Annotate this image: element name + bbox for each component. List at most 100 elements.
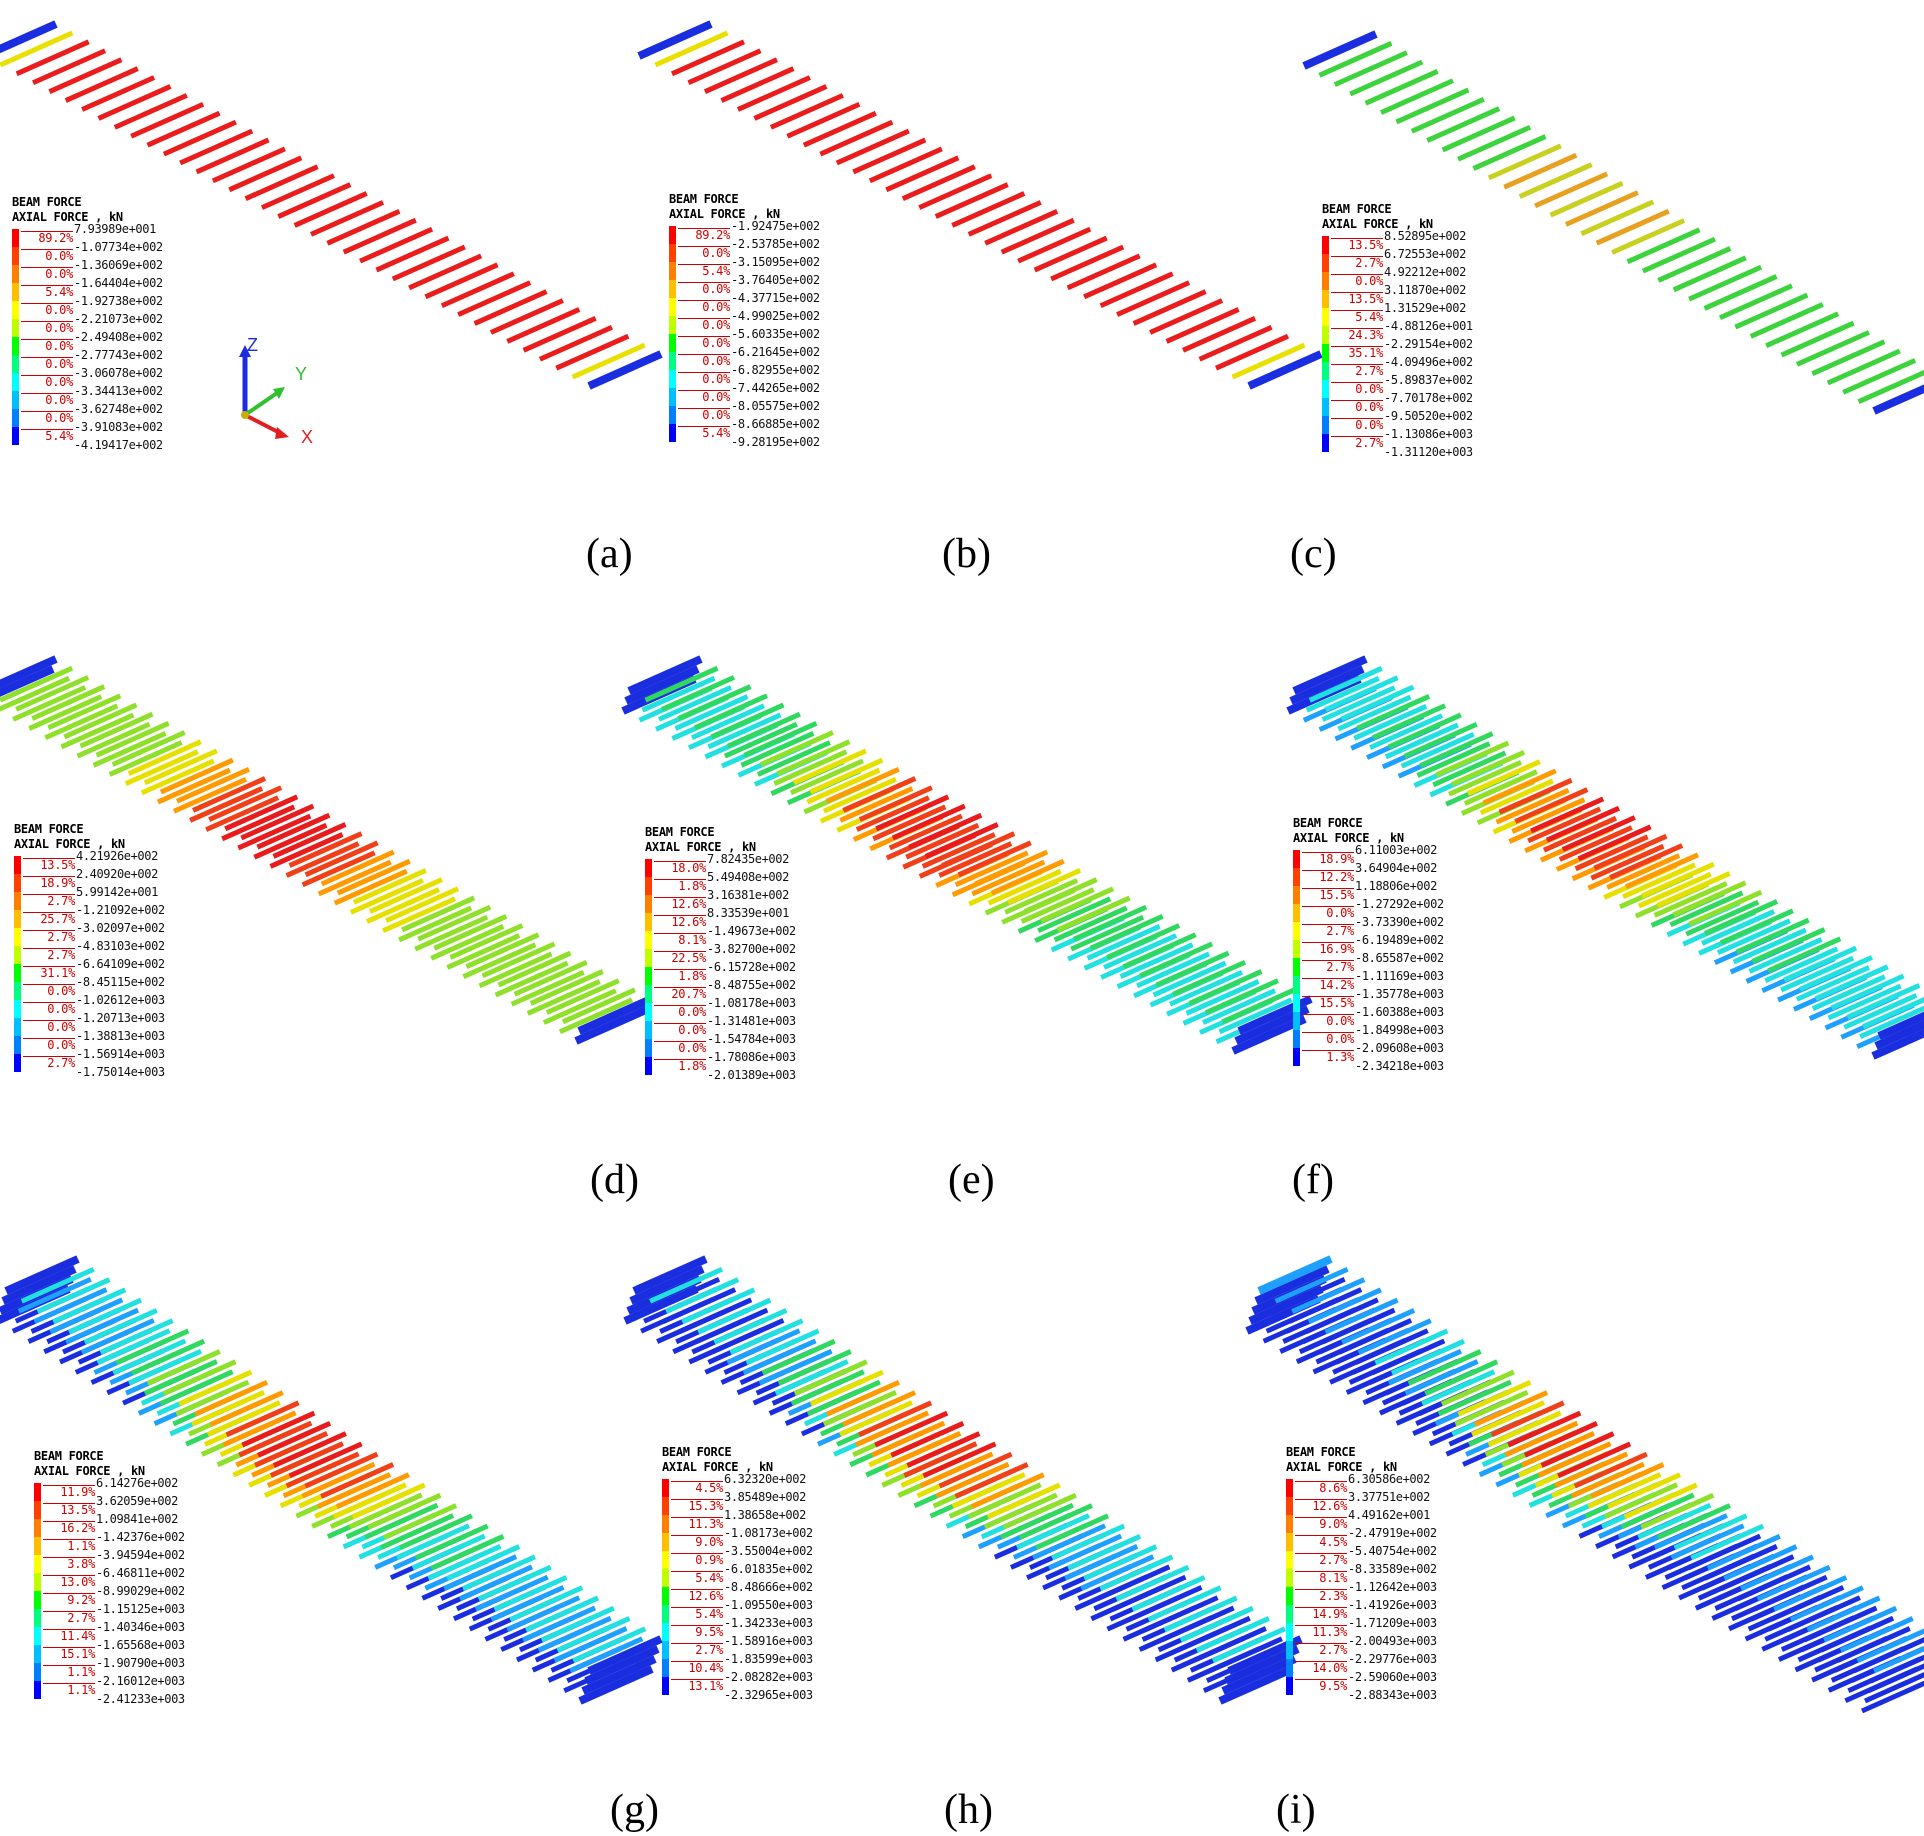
beam-element — [1487, 143, 1562, 181]
legend-percent: 9.0% — [1295, 1517, 1347, 1531]
beam-element — [1593, 833, 1668, 871]
legend-percent: 25.7% — [23, 912, 75, 926]
beam-element — [1836, 1626, 1911, 1663]
beam-element — [1205, 978, 1280, 1015]
beam-element — [569, 1636, 644, 1674]
legend-percent: 2.7% — [671, 1643, 723, 1657]
legend-band: 16.2% — [34, 1519, 145, 1537]
beam-element — [317, 1472, 392, 1509]
beam-element — [1656, 1503, 1731, 1540]
beam-element — [572, 1626, 647, 1664]
beam-element — [49, 1297, 124, 1335]
legend-e: BEAM FORCE AXIAL FORCE , kN 18.0% 1.8% 12.6%… — [645, 825, 796, 1082]
beam-element — [1814, 964, 1889, 1001]
legend-subtitle: AXIAL FORCE , kN — [14, 837, 125, 851]
legend-percent: 3.8% — [43, 1557, 95, 1571]
beam-element — [637, 20, 713, 60]
beam-element — [1048, 1533, 1123, 1571]
beam-element — [1231, 342, 1306, 380]
legend-percent: 35.1% — [1331, 346, 1383, 360]
legend-value: -1.36069e+002 — [74, 258, 163, 272]
beam-element — [446, 933, 521, 970]
beam-element — [1706, 1534, 1781, 1571]
beam-element — [1106, 923, 1181, 960]
beam-element — [128, 1348, 203, 1386]
beam-element — [1321, 685, 1396, 722]
beam-element — [443, 1554, 518, 1591]
legend-value: -2.29776e+003 — [1348, 1652, 1437, 1666]
beam-element — [1471, 1400, 1546, 1437]
beam-element — [430, 1534, 505, 1571]
legend-value: -1.07734e+002 — [74, 240, 163, 254]
beam-model-d — [0, 655, 653, 1045]
beam-element — [130, 101, 205, 139]
legend-percent: 5.4% — [678, 426, 730, 440]
legend-title: BEAM FORCE — [1322, 202, 1392, 216]
legend-color-swatch — [14, 1036, 21, 1054]
legend-color-swatch — [1286, 1587, 1293, 1605]
beam-element — [1786, 1595, 1861, 1632]
legend-band: 0.0% — [14, 1036, 125, 1054]
beam-element — [1839, 1616, 1914, 1653]
caption-i: (i) — [1276, 1787, 1316, 1833]
legend-color-swatch — [1293, 1048, 1300, 1066]
beam-element — [967, 1482, 1042, 1519]
legend-percent: 5.4% — [671, 1571, 723, 1585]
beam-element — [522, 316, 597, 353]
legend-percent: 22.5% — [654, 951, 706, 965]
legend-value: -1.08178e+003 — [707, 996, 796, 1010]
legend-percent: 0.0% — [1331, 418, 1383, 432]
legend-value: -8.66885e+002 — [731, 417, 820, 431]
legend-value: 3.85489e+002 — [724, 1490, 806, 1504]
legend-value: 3.11870e+002 — [1384, 283, 1466, 297]
legend-value: -3.06078e+002 — [74, 366, 163, 380]
beam-element — [665, 1277, 740, 1314]
legend-band: 31.1% — [14, 964, 125, 982]
beam-element — [1289, 665, 1365, 705]
beam-element — [524, 1595, 599, 1633]
beam-element — [449, 923, 524, 960]
beam-element — [1357, 1318, 1432, 1355]
beam-element — [269, 1441, 344, 1478]
legend-band: 4.5% — [662, 1479, 773, 1497]
legend-color-swatch — [1293, 976, 1300, 994]
legend-value: -8.05575e+002 — [731, 399, 820, 413]
legend-band: 9.0% — [662, 1533, 773, 1551]
beam-element — [674, 694, 749, 731]
legend-subtitle: AXIAL FORCE , kN — [12, 210, 123, 224]
beam-element — [1557, 1441, 1632, 1479]
beam-element — [1136, 951, 1211, 989]
panel-d: BEAM FORCE AXIAL FORCE , kN 13.5% 18.9% 2.7%… — [0, 630, 660, 1100]
beam-element — [521, 1605, 596, 1643]
beam-element — [398, 1513, 473, 1551]
legend-band: 2.7% — [14, 892, 125, 910]
legend-color-swatch — [34, 1555, 41, 1573]
legend-percent: 0.0% — [21, 249, 73, 263]
beam-element — [1622, 862, 1697, 900]
legend-value: 2.40920e+002 — [76, 867, 158, 881]
beam-element — [891, 803, 966, 841]
beam-model-i — [1245, 1255, 1924, 1714]
legend-value: -1.84998e+003 — [1355, 1023, 1444, 1037]
beam-element — [411, 1533, 486, 1571]
beam-element — [729, 1318, 804, 1355]
beam-element — [1338, 1318, 1413, 1355]
legend-percent: 2.7% — [23, 930, 75, 944]
beam-element — [1254, 1265, 1330, 1305]
legend-color-swatch — [645, 949, 652, 967]
legend-value: 6.30586e+002 — [1348, 1472, 1430, 1486]
beam-element — [1096, 1564, 1171, 1602]
legend-title: BEAM FORCE — [12, 195, 82, 209]
beam-element — [1534, 171, 1609, 209]
beam-element — [789, 758, 864, 796]
legend-value: -9.50520e+002 — [1384, 409, 1473, 423]
legend-band: 1.8% — [645, 967, 756, 985]
beam-element — [76, 721, 151, 759]
beam-element — [1856, 1628, 1924, 1664]
legend-band: 18.0% — [645, 859, 756, 877]
beam-element — [987, 868, 1062, 906]
legend-value: 3.16381e+002 — [707, 888, 789, 902]
legend-color-swatch — [669, 424, 676, 442]
legend-color-swatch — [662, 1641, 669, 1659]
legend-value: 4.21926e+002 — [76, 849, 158, 863]
